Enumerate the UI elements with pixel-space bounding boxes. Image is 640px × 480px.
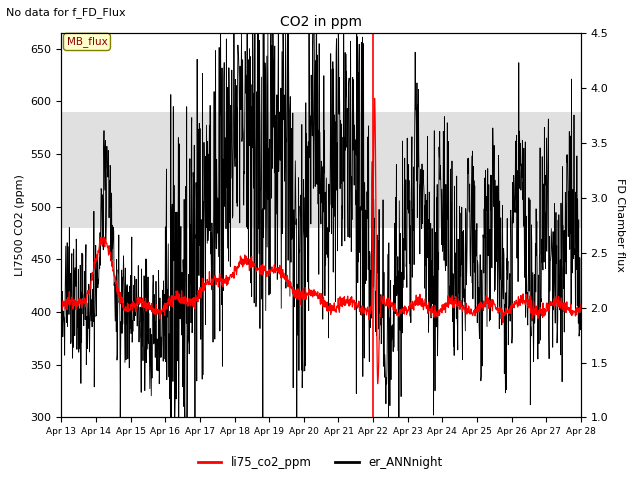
Text: MB_flux: MB_flux xyxy=(67,36,108,48)
Bar xyxy=(61,112,581,228)
Title: CO2 in ppm: CO2 in ppm xyxy=(280,15,362,29)
Legend: li75_co2_ppm, er_ANNnight: li75_co2_ppm, er_ANNnight xyxy=(193,452,447,474)
Y-axis label: LI7500 CO2 (ppm): LI7500 CO2 (ppm) xyxy=(15,174,25,276)
Y-axis label: FD Chamber flux: FD Chamber flux xyxy=(615,178,625,272)
Text: No data for f_FD_Flux: No data for f_FD_Flux xyxy=(6,7,126,18)
